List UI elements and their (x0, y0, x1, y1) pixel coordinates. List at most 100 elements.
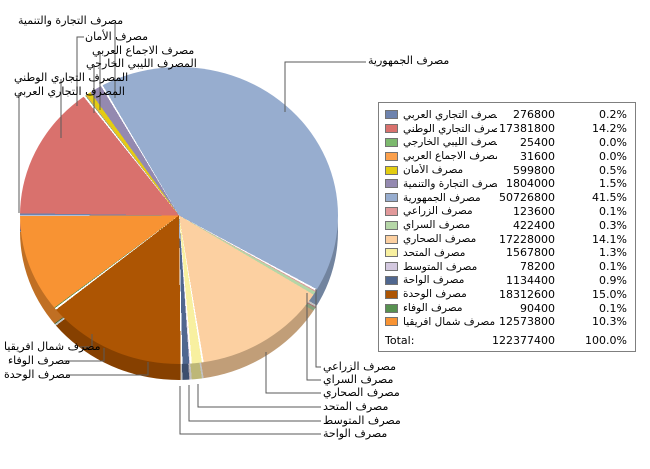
legend-row: مصرف المتحد 1567800 1.3% (385, 246, 627, 260)
pie-slice-label: مصرف شمال افريقيا (4, 340, 101, 353)
legend-total-value: 122377400 (492, 334, 555, 348)
pie-slice-label: مصرف المتحد (323, 400, 389, 413)
legend-color-swatch (385, 179, 398, 189)
legend-row: المصرف التجاري العربي 276800 0.2% (385, 108, 627, 122)
legend-color-swatch (385, 137, 398, 147)
legend-row: مصرف الصحاري 17228000 14.1% (385, 232, 627, 246)
legend-row: المصرف الليبي الخارجي 25400 0.0% (385, 136, 627, 150)
legend-bank-name: مصرف الوحدة (403, 288, 467, 301)
pie-slice-label: المصرف التجاري العربي (14, 85, 125, 98)
legend-percent: 1.3% (599, 246, 627, 260)
legend-color-swatch (385, 317, 398, 327)
legend-value: 31600 (520, 149, 555, 163)
legend-color-swatch (385, 234, 398, 244)
legend-percent: 1.5% (599, 177, 627, 191)
pie-slice-label: مصرف الوفاء (8, 354, 71, 367)
pie-slice-label: مصرف السراي (323, 373, 394, 386)
legend-bank-name: مصرف المتحد (403, 246, 466, 259)
legend-value: 422400 (513, 218, 555, 232)
legend-value: 90400 (520, 301, 555, 315)
pie-slice-label: مصرف الزراعي (323, 360, 396, 373)
legend-color-swatch (385, 303, 398, 313)
leader-line (265, 352, 321, 394)
pie-slice-label: مصرف الاجماع العربي (92, 44, 195, 57)
legend-row: مصرف الزراعي 123600 0.1% (385, 205, 627, 219)
legend-row: مصرف السراي 422400 0.3% (385, 218, 627, 232)
pie-slice-label: المصرف الليبي الخارجي (86, 57, 197, 70)
legend-color-swatch (385, 206, 398, 216)
legend-bank-name: مصرف الجمهورية (403, 191, 481, 204)
legend-value: 1134400 (506, 273, 555, 287)
legend-bank-name: مصرف الاجماع العربي (403, 150, 497, 163)
legend-total-row: Total: 122377400 100.0% (385, 334, 627, 348)
legend-percent: 0.5% (599, 163, 627, 177)
legend-value: 276800 (513, 108, 555, 122)
legend-color-swatch (385, 124, 398, 134)
leader-line (179, 386, 321, 435)
legend-bank-name: مصرف شمال افريقيا (403, 315, 496, 328)
legend-color-swatch (385, 275, 398, 285)
legend-percent: 10.3% (592, 315, 627, 329)
pie-slice-label: المصرف التجاري الوطني (14, 71, 129, 84)
legend-percent: 0.0% (599, 135, 627, 149)
leader-line (188, 385, 321, 422)
legend-row: مصرف الوفاء 90400 0.1% (385, 301, 627, 315)
legend-percent: 0.1% (599, 301, 627, 315)
leader-line (197, 384, 321, 408)
legend-bank-name: مصرف المتوسط (403, 260, 478, 273)
legend-bank-name: مصرف الأمان (403, 164, 464, 177)
legend-percent: 15.0% (592, 287, 627, 301)
legend-row: مصرف الاجماع العربي 31600 0.0% (385, 149, 627, 163)
pie-slice-label: مصرف الوحدة (4, 368, 71, 381)
legend-row: مصرف الوحدة 18312600 15.0% (385, 287, 627, 301)
legend-value: 1567800 (506, 246, 555, 260)
legend-color-swatch (385, 110, 398, 120)
legend-color-swatch (385, 248, 398, 258)
legend-bank-name: مصرف الوفاء (403, 302, 463, 315)
legend-color-swatch (385, 193, 398, 203)
legend-value: 17228000 (499, 232, 555, 246)
legend-total-percent: 100.0% (585, 334, 627, 348)
pie-slice-label: مصرف الجمهورية (368, 54, 450, 67)
legend-value: 599800 (513, 163, 555, 177)
legend-bank-name: المصرف التجاري العربي (403, 108, 497, 121)
legend-row: مصرف الجمهورية 50726800 41.5% (385, 191, 627, 205)
legend-value: 17381800 (499, 122, 555, 136)
legend-color-swatch (385, 165, 398, 175)
legend-row: مصرف المتوسط 78200 0.1% (385, 260, 627, 274)
legend-percent: 0.2% (599, 108, 627, 122)
legend-color-swatch (385, 262, 398, 272)
legend-value: 18312600 (499, 287, 555, 301)
legend-color-swatch (385, 151, 398, 161)
legend-bank-name: مصرف الزراعي (403, 205, 473, 218)
legend-total-label: Total: (385, 334, 415, 348)
legend-row: مصرف التجارة والتنمية 1804000 1.5% (385, 177, 627, 191)
pie-chart (20, 67, 338, 364)
legend-bank-name: المصرف التجاري الوطني (403, 122, 497, 135)
legend-value: 78200 (520, 260, 555, 274)
pie-slice-label: مصرف الواحة (323, 427, 388, 440)
legend-row: مصرف الأمان 599800 0.5% (385, 163, 627, 177)
legend-percent: 14.2% (592, 122, 627, 136)
legend-color-swatch (385, 289, 398, 299)
legend-row: مصرف شمال افريقيا 12573800 10.3% (385, 315, 627, 329)
legend-color-swatch (385, 220, 398, 230)
legend-bank-name: مصرف الصحاري (403, 233, 477, 246)
legend-value: 123600 (513, 204, 555, 218)
legend-value: 12573800 (499, 315, 555, 329)
pie-slice-label: مصرف الأمان (85, 30, 149, 43)
legend-bank-name: مصرف السراي (403, 219, 471, 232)
legend-percent: 0.1% (599, 260, 627, 274)
legend-bank-name: مصرف الواحة (403, 274, 465, 287)
legend-value: 1804000 (506, 177, 555, 191)
legend-row: مصرف الواحة 1134400 0.9% (385, 274, 627, 288)
pie-slice-label: مصرف الصحاري (323, 386, 400, 399)
legend-percent: 0.9% (599, 273, 627, 287)
legend-percent: 14.1% (592, 232, 627, 246)
legend-bank-name: المصرف الليبي الخارجي (403, 136, 497, 149)
leader-line (284, 61, 366, 112)
legend-percent: 0.3% (599, 218, 627, 232)
